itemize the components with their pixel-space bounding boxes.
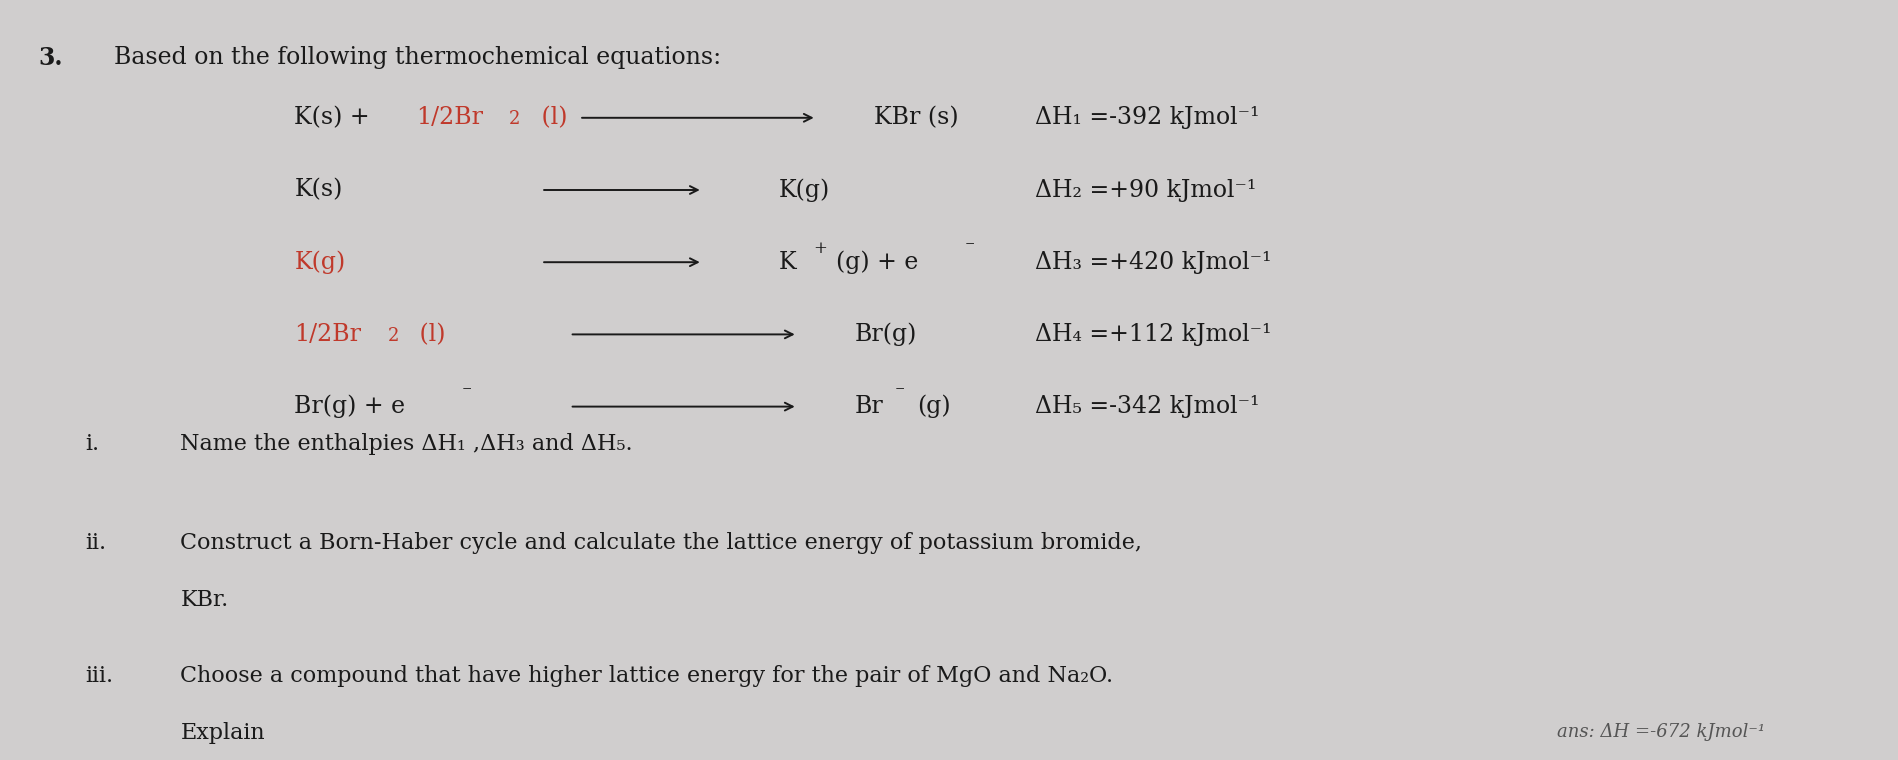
Text: ⁻: ⁻ xyxy=(894,384,903,402)
Text: ΔH₁ =-392 kJmol⁻¹: ΔH₁ =-392 kJmol⁻¹ xyxy=(1034,106,1258,129)
Text: ⁻: ⁻ xyxy=(964,239,974,258)
Text: 1/2Br: 1/2Br xyxy=(416,106,482,129)
Text: ⁻: ⁻ xyxy=(461,384,471,402)
Text: K: K xyxy=(778,251,795,274)
Text: Based on the following thermochemical equations:: Based on the following thermochemical eq… xyxy=(114,46,721,68)
Text: i.: i. xyxy=(85,433,99,455)
Text: Explain: Explain xyxy=(180,722,266,744)
Text: Choose a compound that have higher lattice energy for the pair of MgO and Na₂O.: Choose a compound that have higher latti… xyxy=(180,665,1112,687)
Text: Br: Br xyxy=(854,395,883,418)
Text: (l): (l) xyxy=(533,106,568,129)
Text: ii.: ii. xyxy=(85,532,106,554)
Text: (g) + e: (g) + e xyxy=(835,251,917,274)
Text: K(s): K(s) xyxy=(294,179,342,201)
Text: K(g): K(g) xyxy=(778,179,829,201)
Text: 2: 2 xyxy=(387,327,399,345)
Text: 2: 2 xyxy=(509,110,520,128)
Text: Br(g): Br(g) xyxy=(854,323,917,346)
Text: ΔH₄ =+112 kJmol⁻¹: ΔH₄ =+112 kJmol⁻¹ xyxy=(1034,323,1272,346)
Text: ans: ΔH =-672 kJmol⁻¹: ans: ΔH =-672 kJmol⁻¹ xyxy=(1556,723,1765,741)
Text: KBr (s): KBr (s) xyxy=(873,106,958,129)
Text: Construct a Born-Haber cycle and calculate the lattice energy of potassium bromi: Construct a Born-Haber cycle and calcula… xyxy=(180,532,1143,554)
Text: K(g): K(g) xyxy=(294,251,345,274)
Text: K(s) +: K(s) + xyxy=(294,106,378,129)
Text: ΔH₅ =-342 kJmol⁻¹: ΔH₅ =-342 kJmol⁻¹ xyxy=(1034,395,1258,418)
Text: (l): (l) xyxy=(412,323,446,346)
Text: iii.: iii. xyxy=(85,665,114,687)
Text: ΔH₂ =+90 kJmol⁻¹: ΔH₂ =+90 kJmol⁻¹ xyxy=(1034,179,1256,201)
Text: ΔH₃ =+420 kJmol⁻¹: ΔH₃ =+420 kJmol⁻¹ xyxy=(1034,251,1272,274)
Text: +: + xyxy=(812,240,826,257)
Text: KBr.: KBr. xyxy=(180,589,228,611)
Text: Br(g) + e: Br(g) + e xyxy=(294,395,406,418)
Text: Name the enthalpies ΔH₁ ,ΔH₃ and ΔH₅.: Name the enthalpies ΔH₁ ,ΔH₃ and ΔH₅. xyxy=(180,433,632,455)
Text: 1/2Br: 1/2Br xyxy=(294,323,361,346)
Text: 3.: 3. xyxy=(38,46,63,70)
Text: (g): (g) xyxy=(917,395,951,418)
